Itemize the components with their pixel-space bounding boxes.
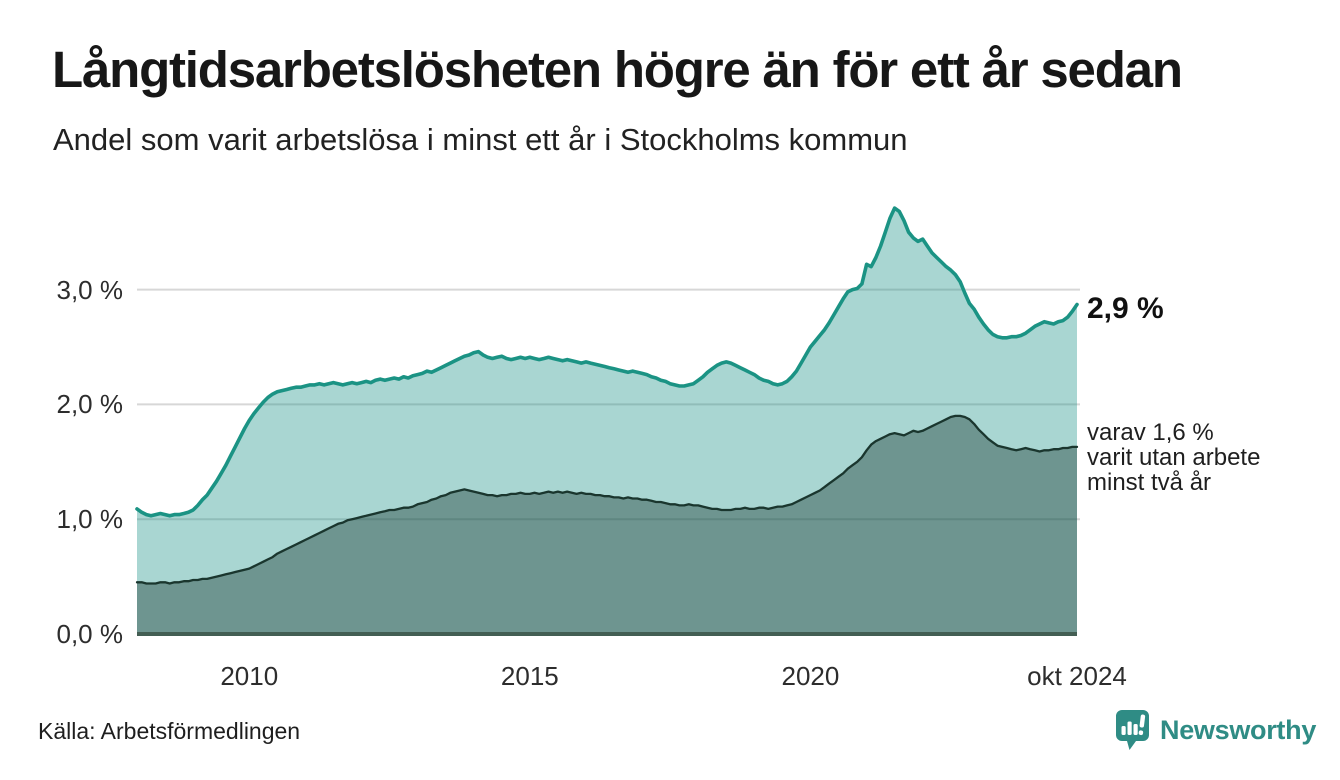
bar-1 <box>1121 726 1126 735</box>
area-series-2 <box>137 415 1077 634</box>
page-title: Långtidsarbetslösheten högre än för ett … <box>52 41 1183 98</box>
line-series-1 <box>135 206 1079 518</box>
x-tick-label: 2010 <box>220 661 279 691</box>
x-tick-label: 2020 <box>781 661 840 691</box>
y-tick-label: 0,0 % <box>56 619 124 649</box>
page-subtitle: Andel som varit arbetslösa i minst ett å… <box>53 122 908 157</box>
x-tick-label: okt 2024 <box>1027 661 1127 691</box>
y-tick-label: 3,0 % <box>56 274 124 305</box>
x-tick-label: 2015 <box>500 661 559 691</box>
brand-name: Newsworthy <box>1160 714 1317 745</box>
secondary-series-annotation: varav 1,6 % varit utan arbete minst två år <box>1087 420 1260 495</box>
bar-3 <box>1133 724 1138 735</box>
y-tick-label: 2,0 % <box>56 389 124 420</box>
source-caption: Källa: Arbetsförmedlingen <box>38 718 301 744</box>
annotation-line: minst två år <box>1087 469 1212 496</box>
bar-chart-speech-bubble-icon <box>1116 710 1149 750</box>
annotation-line: varav 1,6 % <box>1087 419 1214 446</box>
annotation-line: varit utan arbete <box>1087 444 1261 471</box>
area-series-1 <box>137 208 1077 634</box>
brand-lockup: Newsworthy <box>1114 708 1316 752</box>
bar-2 <box>1127 721 1132 735</box>
line-series-2 <box>135 414 1079 585</box>
exclamation-mark <box>1138 714 1146 736</box>
y-tick-label: 1,0 % <box>56 504 124 535</box>
latest-value-label: 2,9 % <box>1087 292 1164 325</box>
